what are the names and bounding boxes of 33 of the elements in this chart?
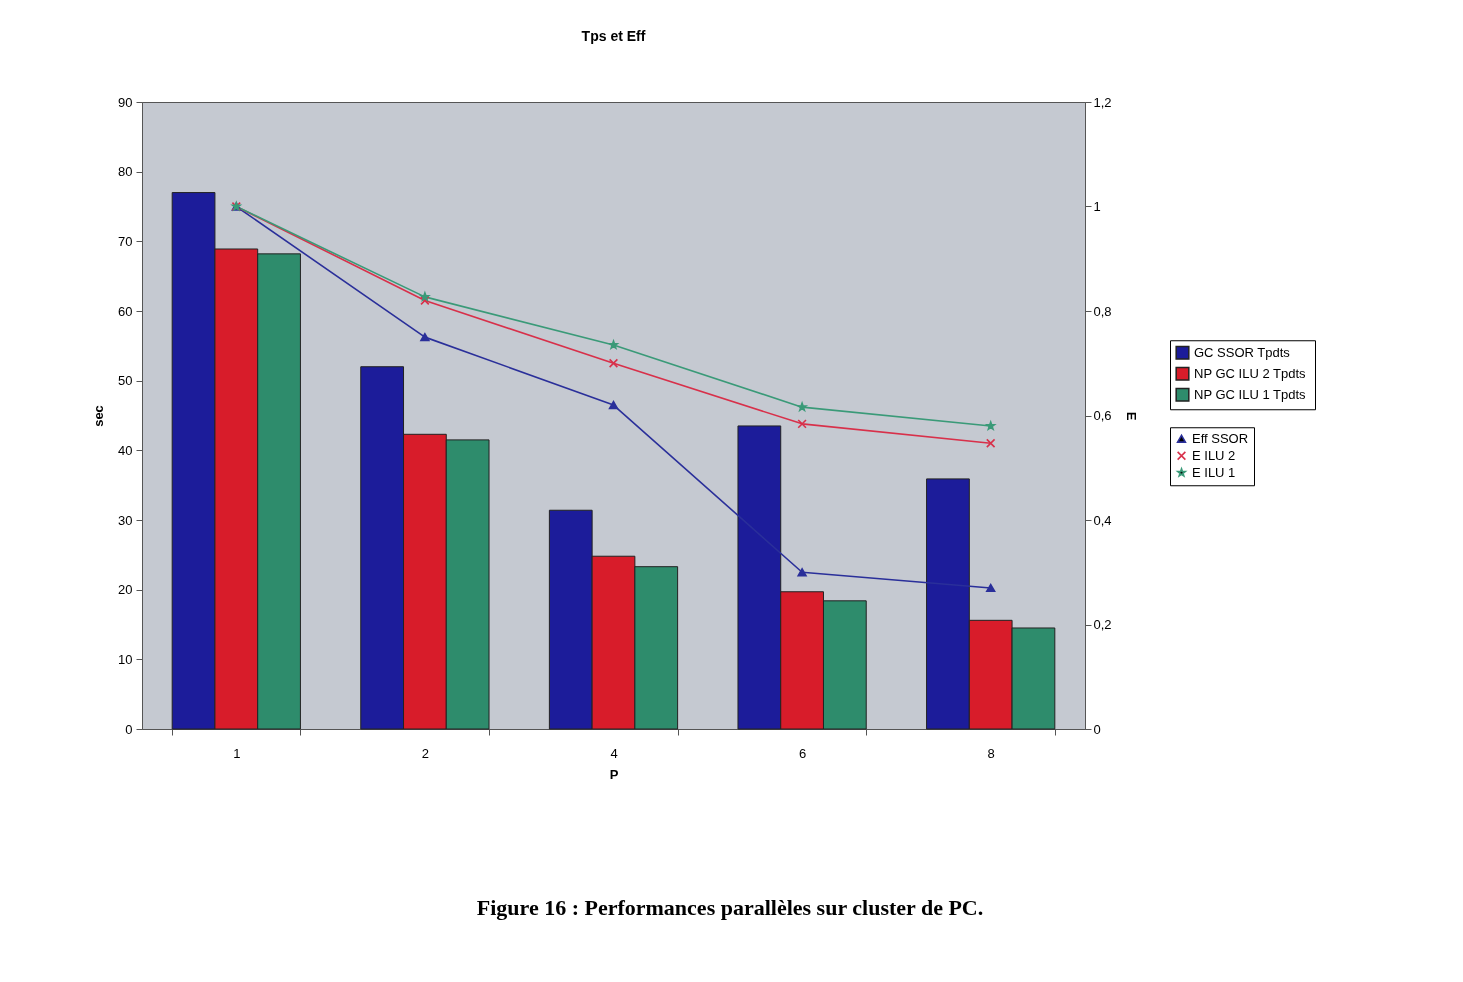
y-tick-label: 50 [118,373,133,389]
chart-title: Tps et Eff [581,28,646,44]
caption: Figure 16 : Performances parallèles sur cluster de PC. [475,895,985,921]
y2-tick-label: 1 [1093,199,1101,214]
x-tick-label: 6 [798,745,807,761]
y2-tick-label: 0 [1093,721,1101,737]
y-tick-label: 30 [118,512,133,528]
y-tick-label: 10 [118,651,133,667]
y-axis-title: sec [91,405,107,427]
legend-label: Eff SSOR [1192,430,1249,446]
y2-tick-label: 0,8 [1093,303,1112,319]
x-tick-label: 8 [987,745,995,761]
y-tick-label: 60 [118,303,133,319]
y-tick-label: 0 [125,721,133,737]
y-tick-label: 20 [118,582,133,598]
x-axis-title: P [609,766,619,782]
legend-label: NP GC ILU 2 Tpdts [1194,365,1307,381]
y-tick-label: 40 [118,442,133,458]
x-tick-label: 4 [610,745,618,761]
y-tick-label: 90 [118,94,133,110]
y-tick-label: 80 [118,164,133,180]
legend-label: E ILU 2 [1192,447,1236,463]
x-tick-label: 1 [233,745,241,761]
legend-label: NP GC ILU 1 Tpdts [1194,386,1307,402]
y2-tick-label: 0,2 [1093,617,1112,632]
legend-label: GC SSOR Tpdts [1194,344,1291,360]
y-tick-label: 70 [118,233,133,249]
y2-tick-label: 0,6 [1093,408,1112,423]
legend-label: E ILU 1 [1192,464,1236,480]
x-tick-label: 2 [421,745,430,761]
y2-tick-label: 1,2 [1093,94,1112,110]
y2-axis-title: E [1123,411,1139,421]
y2-tick-label: 0,4 [1093,512,1112,528]
